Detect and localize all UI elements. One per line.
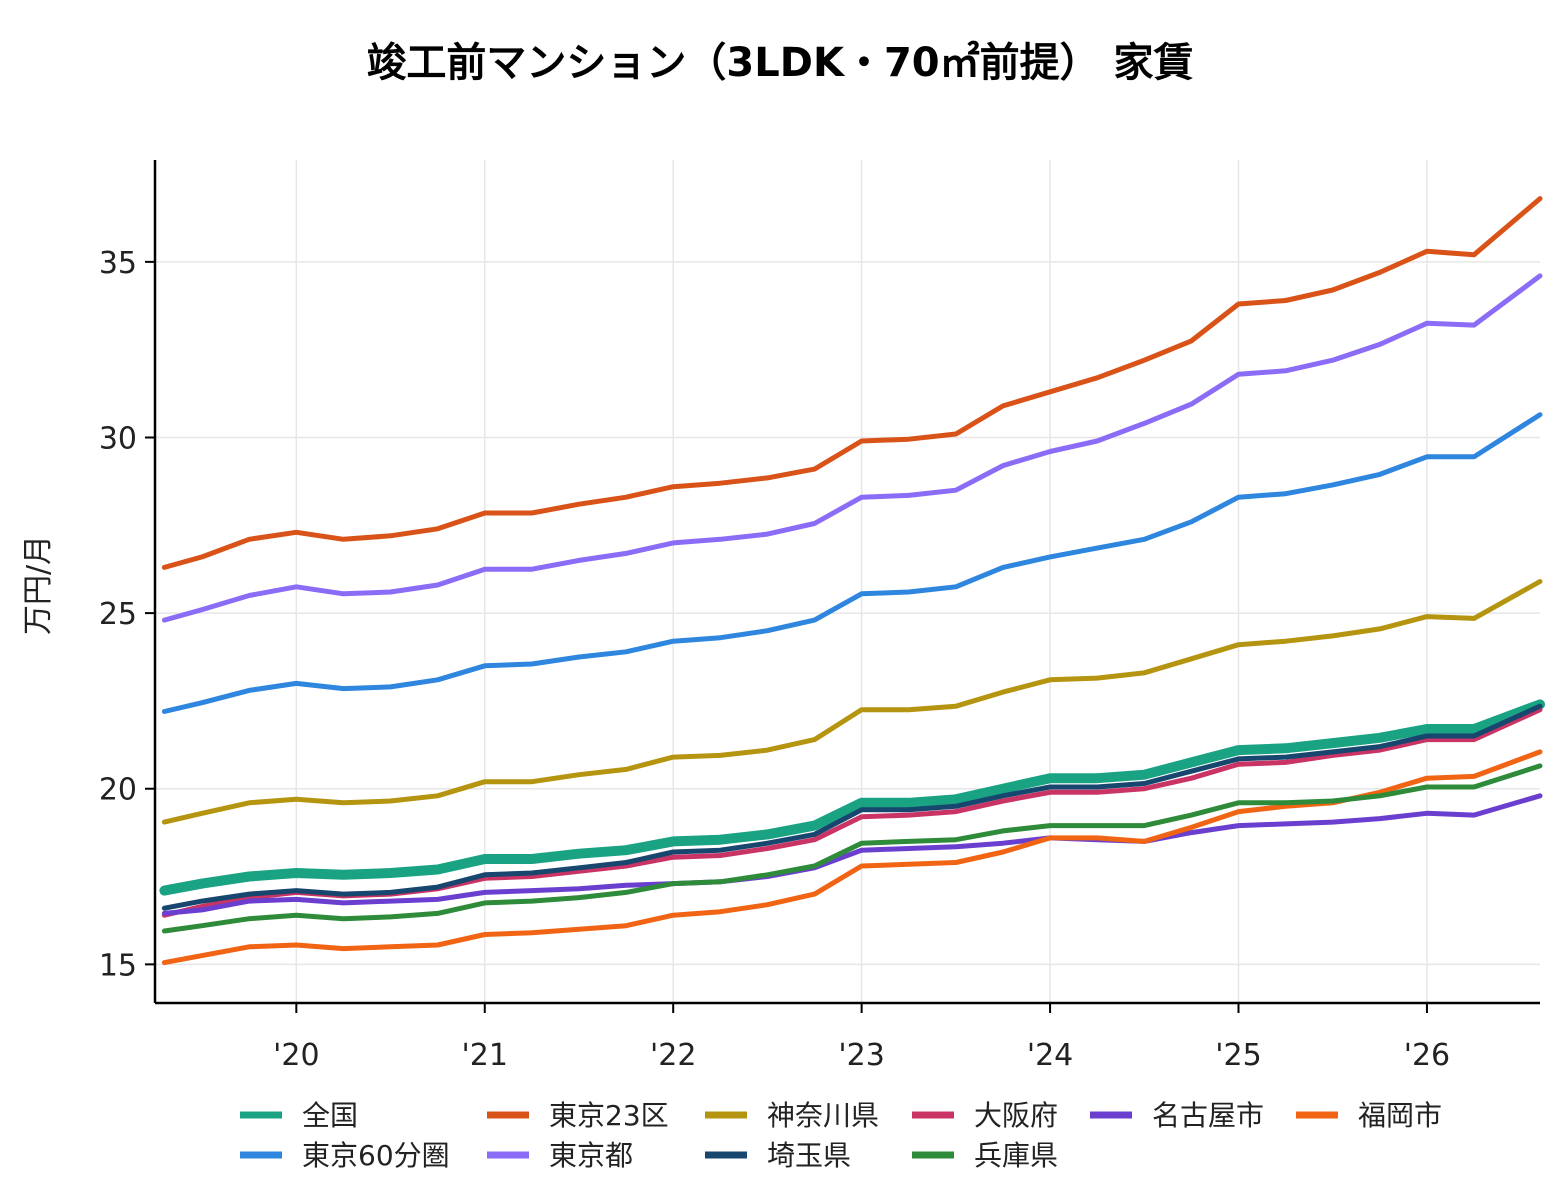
x-tick-label: '24: [1027, 1038, 1073, 1073]
legend-label: 埼玉県: [767, 1139, 851, 1172]
series-line: [161, 749, 1543, 966]
y-tick-label: 35: [99, 246, 137, 281]
axes: 15 20 25 30 35 '20 '21 '22 '23 '24 '25 '26: [99, 160, 1540, 1073]
x-tick-label: '23: [838, 1038, 884, 1073]
legend-label: 福岡市: [1358, 1099, 1442, 1132]
legend-item: 兵庫県: [912, 1139, 1058, 1172]
series-line: [161, 793, 1543, 916]
legend-label: 兵庫県: [974, 1139, 1058, 1172]
y-tick-label: 20: [99, 773, 137, 808]
series-line: [161, 703, 1543, 911]
legend-item: 東京都: [487, 1139, 633, 1172]
x-tick-label: '21: [462, 1038, 508, 1073]
y-tick-label: 30: [99, 421, 137, 456]
series-line: [161, 579, 1543, 825]
legend-label: 大阪府: [974, 1099, 1058, 1132]
grid: [155, 160, 1540, 1003]
legend-item: 福岡市: [1296, 1099, 1442, 1132]
legend-item: 全国: [240, 1099, 358, 1132]
x-tick-label: '25: [1215, 1038, 1261, 1073]
legend-item: 東京60分圏: [240, 1139, 450, 1172]
series-line: [161, 196, 1543, 570]
legend-item: 神奈川県: [705, 1099, 879, 1132]
legend-label: 東京60分圏: [302, 1139, 450, 1172]
series-lines: [159, 196, 1545, 966]
legend-item: 大阪府: [912, 1099, 1058, 1132]
y-tick-label: 15: [99, 948, 137, 983]
legend-label: 名古屋市: [1152, 1099, 1264, 1132]
y-axis-label: 万円/月: [21, 535, 56, 635]
legend-label: 全国: [302, 1099, 358, 1132]
series-line: [159, 699, 1545, 896]
legend-label: 神奈川県: [767, 1099, 879, 1132]
x-tick-label: '22: [650, 1038, 696, 1073]
legend-item: 東京23区: [487, 1099, 669, 1132]
legend-label: 東京都: [549, 1139, 633, 1172]
y-tick-label: 25: [99, 597, 137, 632]
series-line: [161, 412, 1543, 714]
x-tick-label: '20: [273, 1038, 319, 1073]
series-line: [161, 273, 1543, 623]
legend-item: 名古屋市: [1090, 1099, 1264, 1132]
legend-item: 埼玉県: [705, 1139, 851, 1172]
x-tick-label: '26: [1404, 1038, 1450, 1073]
series-line: [161, 763, 1543, 934]
legend-label: 東京23区: [549, 1099, 669, 1132]
chart-title: 竣工前マンション（3LDK・70㎡前提） 家賃: [366, 40, 1193, 86]
